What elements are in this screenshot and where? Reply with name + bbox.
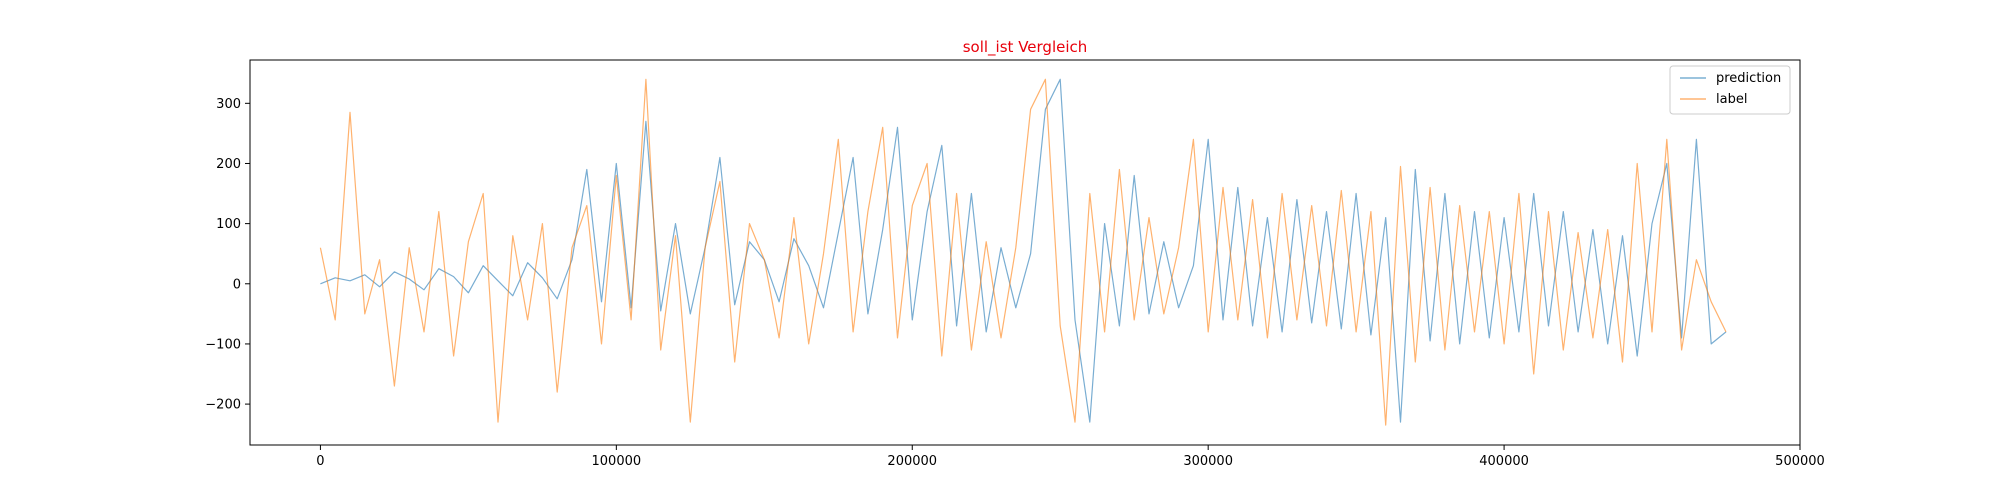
y-tick-label: 100 [216,217,241,232]
series-line-label [319,78,1727,426]
plot-area: 0 100000 200000 300000 400000 500000 −200 −100… [205,59,1825,469]
x-tick-label: 500000 [1775,454,1825,469]
x-tick-label: 200000 [887,454,937,469]
x-tick-label: 0 [316,454,324,469]
y-tick-label: 300 [216,97,241,112]
legend-label-label: label [1716,92,1747,107]
x-axis: 0 100000 200000 300000 400000 500000 [316,445,1825,469]
chart-title: soll_ist Vergleich [963,38,1088,57]
series-layer [319,78,1727,426]
y-tick-label: 0 [233,277,241,292]
y-tick-label: −100 [205,337,241,352]
y-tick-label: −200 [205,398,241,413]
x-tick-label: 300000 [1183,454,1233,469]
legend-label-prediction: prediction [1716,71,1781,86]
y-tick-label: 200 [216,157,241,172]
y-axis: −200 −100 0 100 200 300 [205,97,250,413]
series-line-prediction [320,78,1727,423]
x-tick-label: 100000 [592,454,642,469]
x-tick-label: 400000 [1479,454,1529,469]
plot-frame [249,59,1801,446]
legend: prediction label [1669,65,1791,115]
